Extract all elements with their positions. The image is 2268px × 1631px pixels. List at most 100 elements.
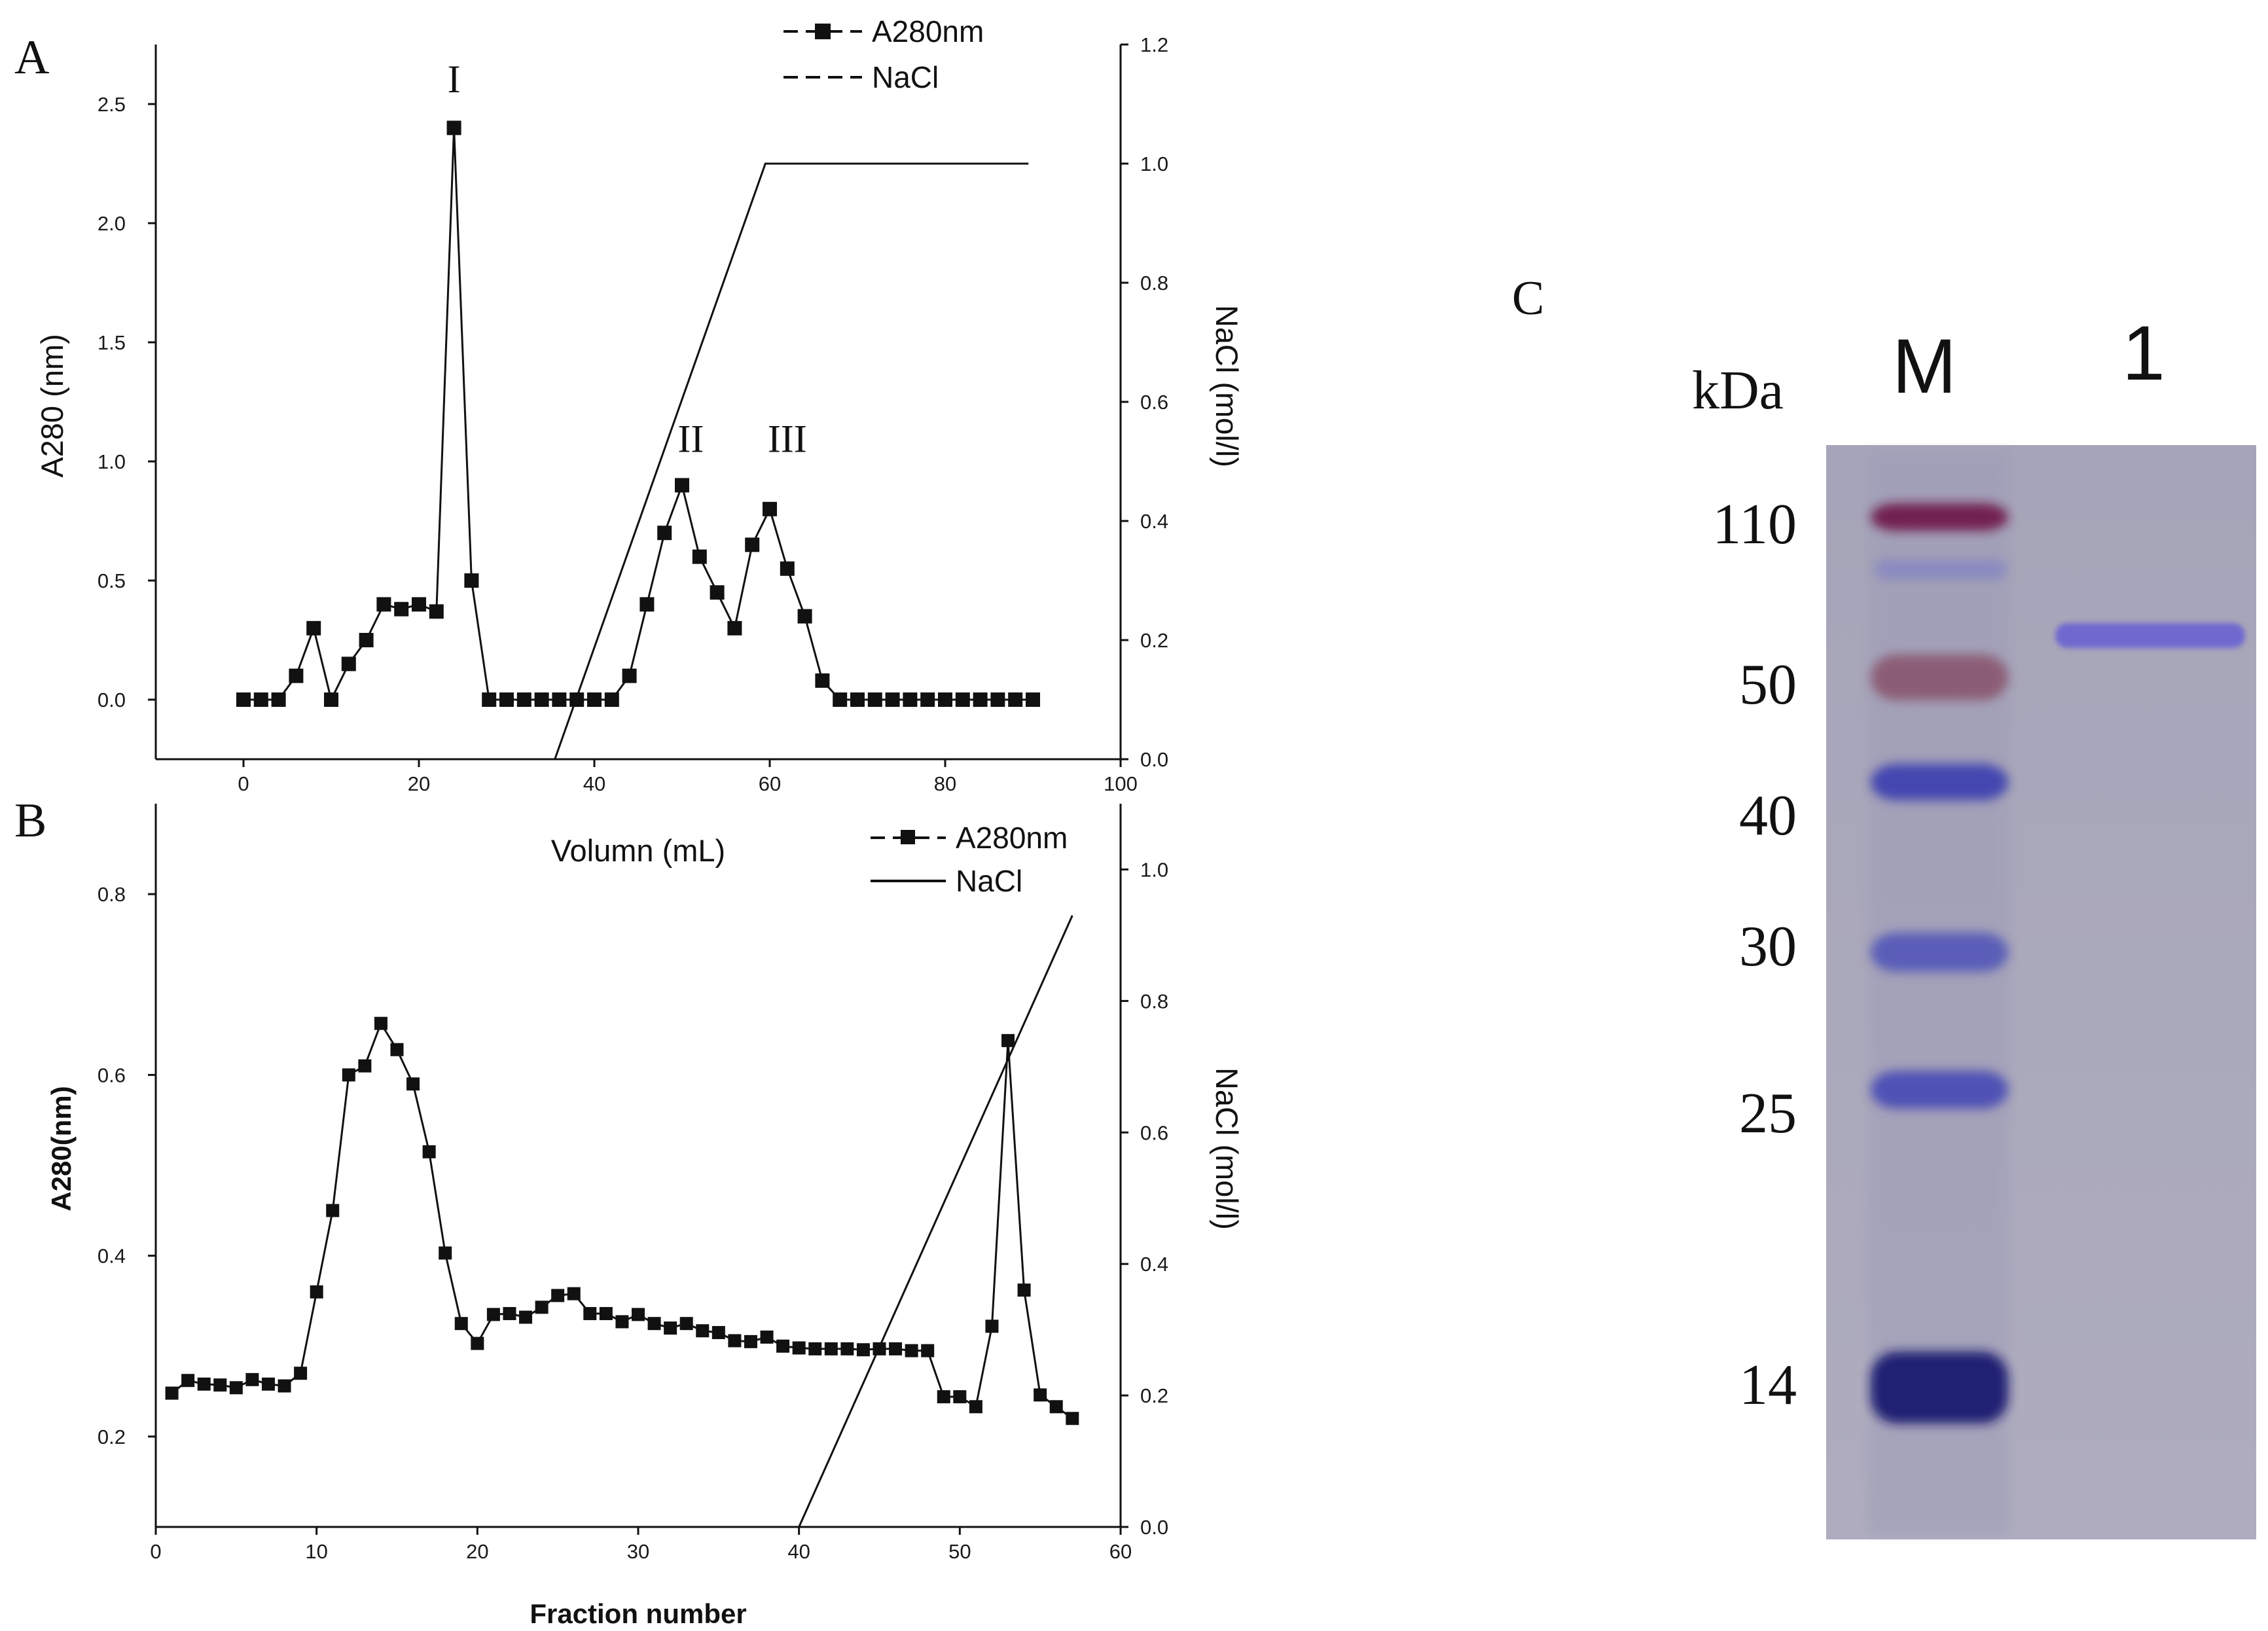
a280-point	[675, 478, 689, 493]
a280-point	[808, 1342, 822, 1355]
a280-point	[486, 1308, 500, 1321]
a280-point	[905, 1344, 918, 1357]
x-tick-label: 60	[759, 772, 781, 795]
nacl-gradient-line	[798, 915, 1073, 1528]
marker-band-30	[1871, 933, 2008, 972]
a280-point	[776, 1339, 790, 1353]
y2-tick-label: 0.6	[1140, 1121, 1168, 1144]
marker-band-25	[1871, 1071, 2008, 1109]
peak-label: I	[448, 58, 461, 101]
a280-point	[599, 1307, 613, 1321]
a280-point	[471, 1336, 484, 1350]
a280-point	[955, 692, 970, 707]
x-tick-label: 40	[583, 772, 605, 795]
a280-point	[920, 692, 935, 707]
a280-point	[696, 1324, 710, 1338]
legend-a-a280-label: A280nm	[872, 14, 984, 48]
marker-label-25: 25	[1739, 1082, 1797, 1145]
a280-point	[903, 692, 918, 707]
a280-point	[780, 561, 795, 576]
a280-point	[236, 692, 251, 707]
a280-point	[278, 1379, 291, 1393]
marker-label-50: 50	[1739, 653, 1797, 717]
chart-a-xlabel: Volumn (mL)	[551, 833, 725, 868]
a280-point	[394, 601, 409, 617]
a280-point	[728, 1334, 742, 1348]
a280-point	[792, 1341, 806, 1355]
a280-point	[197, 1377, 211, 1391]
y-tick-label: 0.2	[98, 1425, 126, 1448]
a280-point	[850, 692, 865, 707]
x-tick-label: 20	[466, 1540, 488, 1563]
y2-tick-label: 1.0	[1140, 152, 1168, 175]
a280-point	[499, 692, 514, 707]
marker-label-30: 30	[1739, 915, 1797, 978]
chart-a-ticks: 0 20 40 60 80 1000.00.51.01.52.02.50.00.20.40…	[98, 33, 1168, 795]
y2-tick-label: 0.2	[1140, 629, 1168, 652]
chart-b: B 0 10 20 30 40 50 600.20.40.60.80.00.20.40.60…	[14, 794, 1244, 1629]
chart-a: A 0 20 40 60 80 1000.00.51.01.52.02.50.00.20.…	[14, 14, 1244, 868]
a280-point	[376, 597, 391, 612]
a280-point	[711, 1326, 725, 1340]
a280-point	[763, 501, 777, 516]
a280-point	[406, 1077, 420, 1091]
chart-a-ylabel: A280 (nm)	[35, 334, 69, 477]
y2-tick-label: 0.0	[1140, 748, 1168, 771]
a280-point	[744, 1335, 757, 1348]
a280-point	[587, 692, 602, 707]
gel-unit-label: kDa	[1692, 360, 1784, 421]
a280-point	[815, 673, 830, 688]
a280-point	[657, 526, 672, 541]
x-tick-label: 0	[150, 1540, 161, 1563]
y2-tick-label: 1.0	[1140, 858, 1168, 881]
a280-point	[341, 656, 356, 672]
x-tick-label: 100	[1104, 772, 1138, 795]
y-tick-label: 0.5	[98, 569, 126, 592]
a280-point	[824, 1342, 838, 1355]
gel-lane-label-m: M	[1892, 323, 1956, 410]
a280-point	[840, 1342, 854, 1355]
legend-a280-marker	[815, 24, 831, 39]
a280-point	[359, 633, 374, 647]
a280-point	[181, 1374, 195, 1388]
y-tick-label: 2.5	[98, 93, 126, 116]
a280-point	[1026, 692, 1040, 707]
a280-point	[454, 1317, 468, 1331]
y-tick-label: 0.6	[98, 1064, 126, 1086]
y-tick-label: 0.4	[98, 1245, 126, 1268]
gel-bands	[1871, 503, 2245, 1424]
a280-point	[342, 1068, 355, 1082]
peak-label: III	[768, 417, 807, 460]
legend-b-a280-label: A280nm	[956, 821, 1068, 855]
a280-point	[990, 692, 1005, 707]
y-tick-label: 0.8	[98, 883, 126, 906]
y2-tick-label: 0.2	[1140, 1384, 1168, 1407]
y2-tick-label: 0.6	[1140, 391, 1168, 414]
y2-tick-label: 0.8	[1140, 272, 1168, 295]
x-tick-label: 50	[948, 1540, 971, 1563]
marker-label-110: 110	[1712, 493, 1797, 556]
a280-point	[310, 1285, 323, 1299]
chart-b-xlabel: Fraction number	[530, 1598, 746, 1629]
a280-point	[551, 1289, 565, 1302]
y2-tick-label: 0.4	[1140, 510, 1168, 533]
a280-point	[1017, 1283, 1031, 1297]
a280-point	[632, 1308, 645, 1321]
a280-point	[873, 1342, 886, 1355]
a280-point	[1008, 692, 1023, 707]
a280-point	[692, 549, 707, 564]
y2-tick-label: 0.8	[1140, 990, 1168, 1013]
legend-b-a280-marker	[901, 830, 915, 844]
a280-point	[856, 1343, 870, 1357]
a280-point	[229, 1381, 243, 1395]
x-tick-label: 0	[238, 772, 249, 795]
gel-c: C kDa M 1 110 50 40 30 25 14	[1512, 272, 2256, 1539]
a280-point	[569, 692, 585, 707]
marker-band-14	[1871, 1352, 2008, 1424]
a280-point	[985, 1319, 999, 1333]
chart-b-series	[165, 915, 1079, 1528]
a280-point	[534, 692, 549, 707]
x-tick-label: 80	[934, 772, 956, 795]
panel-label-c: C	[1512, 272, 1544, 325]
chart-a-y2label: NaCl (mol/l)	[1210, 305, 1244, 467]
